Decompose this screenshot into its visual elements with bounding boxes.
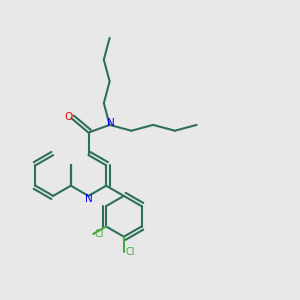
Text: O: O [64, 112, 72, 122]
Text: Cl: Cl [126, 247, 135, 257]
Text: N: N [107, 118, 115, 128]
Text: Cl: Cl [94, 229, 104, 239]
Text: N: N [85, 194, 92, 205]
